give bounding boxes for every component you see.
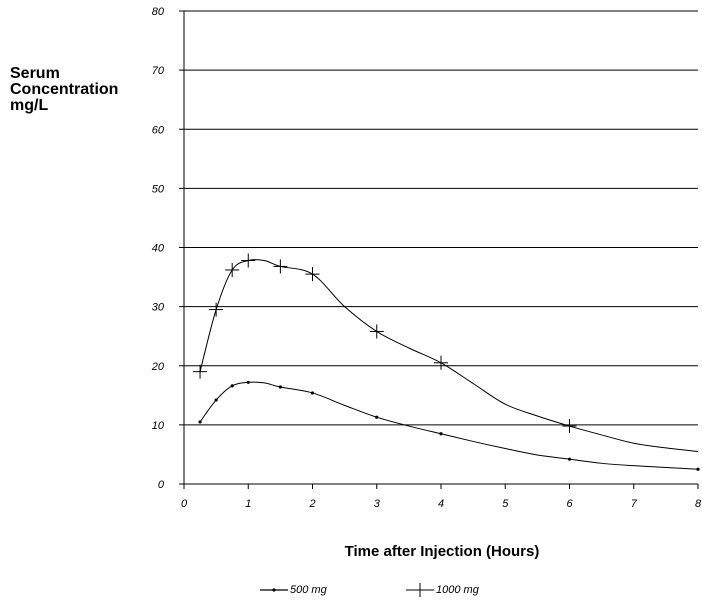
point-1000mg-3 [241,253,256,268]
point-500mg-6 [375,415,379,419]
legend-dot-marker-icon [260,588,288,592]
legend-label-500mg: 500 mg [290,584,327,596]
point-500mg-9 [696,467,700,471]
y-tick-label-70: 70 [152,65,165,77]
x-tick-label-1: 1 [245,498,251,510]
x-tick-label-5: 5 [502,498,509,510]
y-tick-label-80: 80 [152,6,165,18]
y-tick-label-60: 60 [152,124,165,136]
point-500mg-3 [246,380,250,384]
tick-labels: 0 10 20 30 40 50 60 70 80 0 1 2 3 4 5 6 7 8 [151,6,702,510]
x-tick-label-0: 0 [181,498,188,510]
y-tick-label-20: 20 [151,361,165,373]
series-layer [193,253,700,471]
point-500mg-1 [214,398,218,402]
legend-plus-marker-icon [406,583,434,597]
point-500mg-5 [310,391,315,395]
y-tick-label-0: 0 [158,479,165,491]
point-500mg-4 [278,385,282,389]
series-500mg [198,380,700,471]
x-tick-label-2: 2 [308,498,315,510]
y-axis-label-line-1: Serum [10,65,60,82]
x-tick-label-8: 8 [695,498,702,510]
point-1000mg-7 [434,355,448,370]
x-tick-label-3: 3 [374,498,381,510]
point-500mg-0 [198,420,202,424]
axes [179,10,699,489]
x-tick-label-7: 7 [631,498,638,510]
point-1000mg-6 [369,324,384,339]
y-tick-label-30: 30 [152,302,165,314]
point-1000mg-4 [273,259,288,274]
y-tick-label-40: 40 [152,243,165,255]
point-1000mg-8 [562,419,577,434]
point-500mg-7 [439,432,443,436]
legend-item-500mg: 500 mg [258,584,327,596]
legend-item-1000mg: 1000 mg [404,582,479,598]
legend-label-1000mg: 1000 mg [436,584,479,596]
y-axis-label: Serum Concentration mg/L [10,66,118,114]
series-1000mg [193,253,699,452]
grid-lines [184,10,698,426]
point-1000mg-2 [225,262,240,277]
point-1000mg-5 [305,267,320,282]
y-tick-label-10: 10 [152,420,165,432]
point-500mg-2 [230,384,234,388]
point-1000mg-0 [193,364,208,379]
point-500mg-8 [567,457,572,461]
series-line-500mg [199,381,699,470]
y-axis-label-line-2: Concentration [10,81,119,98]
series-line-1000mg [199,259,699,452]
x-tick-label-4: 4 [438,498,444,510]
point-1000mg-1 [209,302,224,317]
x-tick-label-6: 6 [566,498,573,510]
x-axis-label: Time after Injection (Hours) [344,543,540,560]
y-tick-label-50: 50 [152,183,165,195]
y-axis-label-line-3: mg/L [10,97,49,114]
